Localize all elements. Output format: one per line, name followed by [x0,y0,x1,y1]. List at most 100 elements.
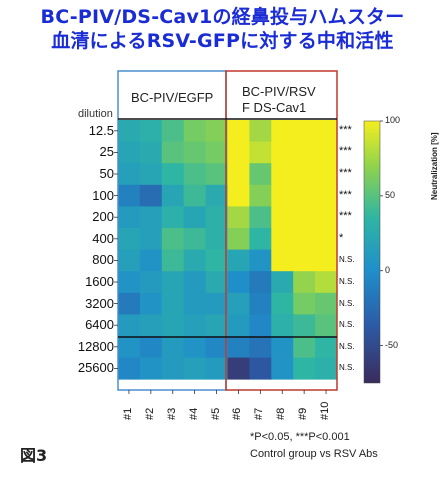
heatmap-cell [205,249,228,272]
column-label: #5 [209,407,222,420]
heatmap-cell [139,228,163,250]
heatmap-cell [271,184,294,207]
heatmap-cell [183,228,206,250]
heatmap-cell [293,163,316,186]
dilution-label: 800 [92,252,114,268]
heatmap-cell [139,141,163,164]
heatmap-cell [227,120,250,142]
heatmap-cell [139,163,163,186]
heatmap-cell [161,141,185,164]
dilution-label: 12.5 [88,122,114,138]
heatmap-cell [161,314,185,337]
heatmap-cell [205,336,228,358]
heatmap-cell [205,163,228,186]
heatmap-cell [161,271,185,294]
heatmap-cell [183,163,206,186]
heatmap-cell [118,314,141,337]
title-line-1: BC-PIV/DS-Cav1の経鼻投与ハムスター [40,6,405,28]
heatmap-cell [315,141,338,164]
group1-label: BC-PIV/EGFP [131,90,214,105]
dilution-label: 100 [92,187,114,203]
heatmap-cell [161,184,185,207]
heatmap-cell [315,357,338,380]
column-label: #3 [165,407,178,420]
colorbar-label: Neutralization [%] [430,132,439,200]
heatmap-cell [271,120,294,142]
significance-label: N.S. [339,277,355,286]
heatmap-cell [249,336,272,358]
column-label: #6 [231,407,244,420]
heatmap-cell [227,228,250,250]
colorbar-tick-label: 100 [385,115,401,125]
heatmap-cell [161,228,185,250]
colorbar-tick-label: 50 [385,189,396,200]
heatmap-cell [271,292,294,315]
heatmap-cell [271,249,294,272]
heatmap-cell [227,206,250,229]
heatmap-cell [249,120,272,142]
column-label: #8 [275,407,288,420]
heatmap-cell [315,336,338,358]
dilution-header: dilution [78,108,113,120]
column-label: #1 [121,407,134,420]
heatmap-cell [183,206,206,229]
heatmap-cell [183,314,206,337]
dilution-label: 25600 [77,360,114,376]
heatmap-cell [227,163,250,186]
heatmap-cell [205,120,228,142]
heatmap-cell [139,292,163,315]
significance-label: *** [339,167,352,179]
heatmap-cell [183,271,206,294]
significance-label: *** [339,188,352,201]
dilution-label: 1600 [85,274,114,289]
heatmap-cell [293,271,316,294]
heatmap-cell [161,292,185,315]
heatmap-cell [249,228,272,250]
heatmap-cell [205,271,228,294]
heatmap-cell [205,314,228,337]
heatmap-cell [205,292,228,315]
dilution-label: 50 [99,166,114,181]
figure-label: 図3 [20,446,48,465]
heatmap-cell [271,314,294,337]
footnote-line1: *P<0.05, ***P<0.001 [250,431,350,443]
heatmap-cell [249,271,272,294]
heatmap-cell [118,120,141,142]
significance-label: N.S. [339,298,355,308]
heatmap-cell [139,271,163,294]
heatmap-cell [118,184,141,207]
heatmap-cell [271,357,294,380]
heatmap-cell [139,249,163,272]
heatmap-cell [227,249,250,272]
group2-label-line2: F DS-Cav1 [242,100,307,115]
heatmap-cell [118,163,141,186]
heatmap-cell [249,314,272,337]
heatmap-cell [161,120,185,142]
heatmap-cell [205,141,228,164]
heatmap-cell [293,292,316,315]
significance-label: N.S. [339,255,355,265]
heatmap-cell [161,336,185,358]
heatmap-cell [139,314,163,337]
heatmap-cell [161,163,185,186]
column-label: #4 [187,407,200,420]
heatmap-cell [315,163,338,186]
heatmap-cell [293,314,316,337]
heatmap-cell [183,249,206,272]
heatmap-cell [118,228,141,250]
heatmap-cell [271,163,294,186]
heatmap-cell [139,336,163,358]
heatmap-cell [315,120,338,142]
heatmap-cell [315,184,338,207]
colorbar-tick-label: -50 [385,339,399,350]
column-label: #7 [253,407,266,420]
heatmap-cell [315,271,338,294]
heatmap-cell [118,249,141,272]
significance-label: N.S. [339,363,355,373]
heatmap-cell [227,314,250,337]
dilution-label: 3200 [85,295,114,311]
heatmap-cell [183,184,206,207]
heatmap-cell [249,292,272,315]
column-label: #10 [319,401,332,420]
